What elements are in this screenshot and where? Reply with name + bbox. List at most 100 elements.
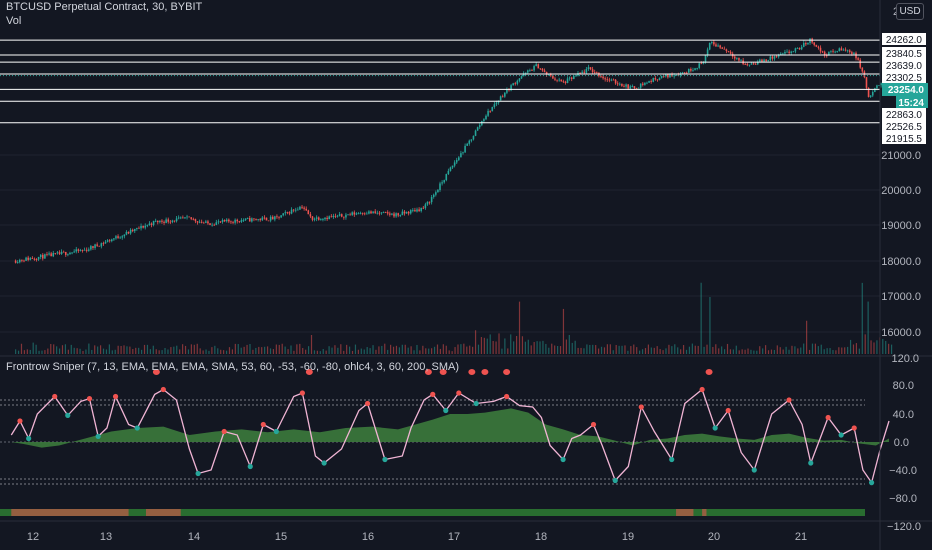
volume-bar — [173, 346, 175, 354]
candle-body — [50, 253, 52, 257]
volume-bar — [688, 346, 691, 354]
overbought-marker — [424, 369, 432, 375]
volume-bar — [803, 343, 805, 354]
candle-body — [286, 212, 289, 214]
volume-bar — [855, 343, 858, 354]
currency-button[interactable]: USD — [896, 3, 924, 20]
candle-body — [792, 51, 795, 53]
candle-body — [660, 75, 663, 79]
volume-bar — [580, 347, 582, 354]
indicator-tick: −80.0 — [889, 493, 917, 505]
candle-body — [593, 72, 596, 73]
volume-bar — [319, 351, 321, 354]
candle-body — [683, 72, 686, 74]
candle-body — [209, 223, 211, 225]
candle-body — [698, 63, 701, 68]
candle-body — [807, 42, 809, 45]
volume-bar — [61, 345, 64, 354]
candle-body — [52, 252, 55, 257]
volume-bar — [697, 345, 699, 354]
volume-bar — [143, 344, 146, 354]
volume-bar — [281, 343, 283, 354]
candle-body — [468, 140, 471, 144]
candle-body — [232, 222, 234, 223]
volume-legend[interactable]: Vol — [6, 15, 22, 27]
volume-bar — [32, 342, 34, 354]
volume-bar — [785, 346, 787, 354]
volume-bar — [67, 349, 69, 354]
candle-body — [520, 76, 523, 79]
candle-body — [472, 135, 475, 140]
volume-bar — [885, 340, 887, 354]
candle-body — [351, 212, 354, 215]
volume-bar — [486, 338, 488, 354]
candle-body — [786, 51, 788, 53]
volume-bar — [721, 346, 723, 354]
candle-body — [165, 219, 167, 223]
candle-body — [512, 83, 514, 86]
volume-bar — [357, 349, 359, 354]
candle-body — [92, 246, 94, 249]
candle-body — [573, 76, 575, 80]
candle-body — [658, 78, 661, 81]
candle-body — [31, 258, 34, 259]
price-candles[interactable] — [14, 37, 893, 264]
volume-bar — [384, 343, 386, 354]
candle-body — [445, 174, 448, 181]
candle-body — [71, 252, 73, 254]
volume-bar — [310, 335, 313, 354]
time-axis[interactable]: 12 13 14 15 16 17 18 19 20 21 — [27, 531, 807, 543]
oscillator-peak-dot — [299, 390, 305, 396]
candle-body — [407, 211, 410, 214]
candle-body — [311, 216, 314, 220]
price-axis[interactable]: 2 21000.0 20000.0 19000.0 18000.0 17000.… — [881, 6, 928, 339]
overbought-marker — [439, 369, 447, 375]
candle-body — [673, 75, 675, 77]
candle-body — [100, 243, 103, 247]
volume-bar — [568, 335, 570, 354]
candle-body — [633, 86, 636, 89]
oscillator-peak-dot — [456, 390, 462, 396]
indicator-legend[interactable]: Frontrow Sniper (7, 13, EMA, EMA, EMA, S… — [6, 361, 460, 373]
candle-body — [409, 210, 412, 214]
candle-body — [589, 67, 592, 70]
candle-body — [221, 220, 224, 222]
candle-body — [336, 215, 339, 217]
volume-bar — [299, 343, 301, 354]
volume-bar — [413, 350, 415, 354]
overbought-marker — [503, 369, 511, 375]
candle-body — [614, 79, 617, 84]
candle-body — [828, 51, 830, 56]
candle-body — [750, 63, 753, 65]
candle-body — [533, 66, 535, 71]
candle-body — [876, 85, 878, 89]
volume-bar — [135, 347, 137, 354]
indicator-axis[interactable]: 120.0 80.0 40.0 0.0 −40.0 −80.0 −120.0 — [887, 353, 921, 533]
volume-bar — [469, 345, 471, 354]
volume-bar — [231, 349, 234, 354]
volume-bar — [463, 343, 465, 354]
candle-body — [317, 217, 320, 220]
volume-bar — [852, 344, 855, 354]
candle-body — [320, 219, 322, 220]
candle-body — [687, 68, 690, 73]
candle-body — [236, 219, 239, 222]
volume-bar — [797, 348, 799, 354]
volume-bar — [140, 349, 143, 354]
volume-bar — [79, 348, 81, 354]
candle-body — [846, 50, 849, 52]
candle-body — [608, 79, 611, 81]
candle-body — [391, 213, 393, 215]
oscillator-peak-dot — [699, 386, 705, 393]
candle-body — [754, 63, 757, 65]
candle-body — [330, 216, 333, 218]
candle-body — [535, 64, 537, 67]
candle-body — [150, 223, 153, 225]
indicator-tick: 120.0 — [891, 353, 919, 365]
candle-body — [39, 254, 42, 258]
symbol-title[interactable]: BTCUSD Perpetual Contract, 30, BYBIT — [6, 1, 203, 13]
time-label: 19 — [622, 531, 634, 543]
indicator-tick: −120.0 — [887, 521, 921, 533]
volume-bar — [603, 347, 606, 354]
